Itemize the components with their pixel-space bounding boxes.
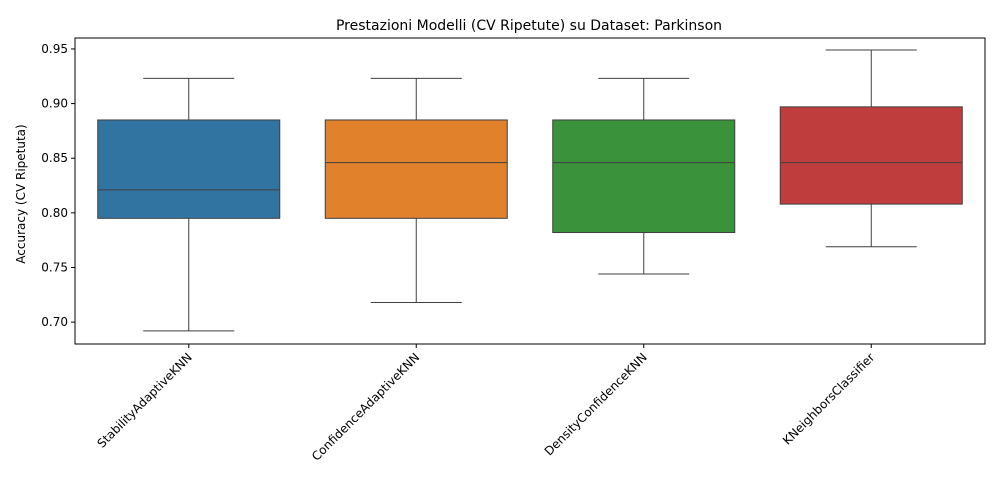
x-tick-label: DensityConfidenceKNN [542,350,650,458]
box-body [552,119,736,234]
y-axis-label: Accuracy (CV Ripetuta) [14,124,28,263]
y-tick-label: 0.90 [41,97,68,111]
x-tick-label: KNeighborsClassifier [780,350,877,447]
box-confidenceadaptiveknn [324,77,508,303]
box-stabilityadaptiveknn [97,77,281,332]
y-tick-label: 0.95 [41,42,68,56]
y-tick-label: 0.75 [41,261,68,275]
box-body [779,106,963,205]
box-body [97,119,281,219]
chart-title: Prestazioni Modelli (CV Ripetute) su Dat… [336,18,722,34]
plot-frame [74,37,986,345]
x-axis: StabilityAdaptiveKNN ConfidenceAdaptiveKN… [94,344,877,464]
y-tick-label: 0.85 [41,151,68,165]
y-tick-label: 0.70 [41,315,68,329]
y-axis: 0.70 0.75 0.80 0.85 0.90 0.95 [41,42,75,329]
box-densityconfidenceknn [552,77,736,275]
x-tick-label: StabilityAdaptiveKNN [94,350,194,450]
boxes-layer [97,49,963,332]
y-tick-label: 0.80 [41,206,68,220]
x-tick-label: ConfidenceAdaptiveKNN [309,350,422,463]
box-body [324,119,508,219]
box-kneighborsclassifier [779,49,963,248]
